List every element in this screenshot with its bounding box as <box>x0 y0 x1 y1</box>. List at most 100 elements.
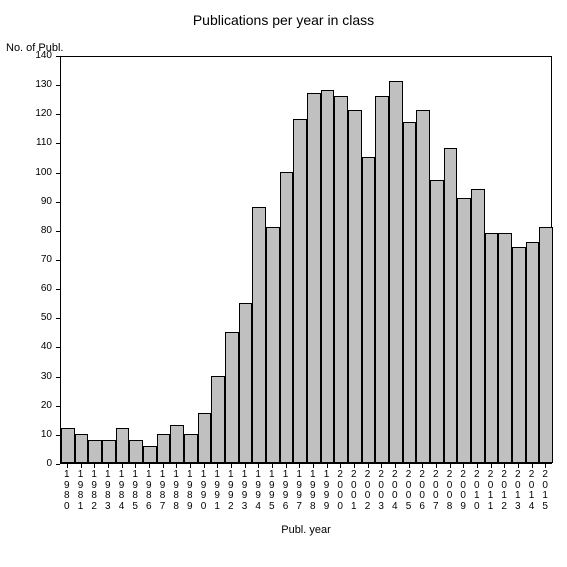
bar <box>184 434 198 463</box>
y-tick <box>56 114 60 115</box>
bar <box>485 233 499 463</box>
x-tick-label: 1 9 9 9 <box>320 470 334 512</box>
chart-title: Publications per year in class <box>0 12 567 28</box>
bar <box>75 434 89 463</box>
x-tick <box>286 464 287 468</box>
bar <box>225 332 239 463</box>
bar <box>362 157 376 463</box>
x-tick-label: 1 9 9 5 <box>265 470 279 512</box>
y-tick-label: 50 <box>22 312 52 323</box>
bar <box>403 122 417 463</box>
bar <box>334 96 348 463</box>
x-tick-label: 1 9 8 4 <box>115 470 129 512</box>
x-tick <box>135 464 136 468</box>
y-tick <box>56 202 60 203</box>
y-tick <box>56 260 60 261</box>
x-tick <box>190 464 191 468</box>
bar <box>498 233 512 463</box>
x-tick <box>122 464 123 468</box>
bar <box>293 119 307 463</box>
x-tick <box>217 464 218 468</box>
x-tick <box>94 464 95 468</box>
x-tick-label: 1 9 8 1 <box>74 470 88 512</box>
y-tick <box>56 56 60 57</box>
bar <box>266 227 280 463</box>
y-tick-label: 0 <box>22 458 52 469</box>
x-axis-label: Publ. year <box>60 524 552 536</box>
bar <box>526 242 540 463</box>
x-tick-label: 1 9 9 0 <box>197 470 211 512</box>
x-tick-label: 1 9 8 6 <box>142 470 156 512</box>
x-tick <box>368 464 369 468</box>
y-tick <box>56 143 60 144</box>
bar <box>129 440 143 463</box>
x-tick-label: 2 0 1 2 <box>497 470 511 512</box>
x-tick-label: 1 9 8 3 <box>101 470 115 512</box>
y-tick-label: 80 <box>22 225 52 236</box>
bar <box>512 247 526 463</box>
x-tick <box>477 464 478 468</box>
bar <box>102 440 116 463</box>
y-tick <box>56 347 60 348</box>
x-tick <box>204 464 205 468</box>
x-tick-label: 1 9 8 2 <box>87 470 101 512</box>
y-tick <box>56 435 60 436</box>
x-tick <box>67 464 68 468</box>
x-tick <box>491 464 492 468</box>
bar <box>348 110 362 463</box>
x-tick <box>231 464 232 468</box>
x-tick-label: 1 9 9 2 <box>224 470 238 512</box>
bar <box>375 96 389 463</box>
x-tick <box>463 464 464 468</box>
x-tick <box>436 464 437 468</box>
y-tick <box>56 406 60 407</box>
x-tick <box>545 464 546 468</box>
x-tick <box>450 464 451 468</box>
y-tick-label: 90 <box>22 196 52 207</box>
bar <box>61 428 75 463</box>
x-tick-label: 2 0 0 7 <box>429 470 443 512</box>
plot-area <box>60 56 552 464</box>
bar <box>444 148 458 463</box>
y-tick-label: 60 <box>22 283 52 294</box>
bar <box>416 110 430 463</box>
x-tick-label: 2 0 0 6 <box>415 470 429 512</box>
x-tick-label: 2 0 1 4 <box>525 470 539 512</box>
x-tick-label: 2 0 0 2 <box>361 470 375 512</box>
y-tick-label: 140 <box>22 50 52 61</box>
y-tick <box>56 173 60 174</box>
x-tick <box>532 464 533 468</box>
bar <box>389 81 403 463</box>
y-tick <box>56 318 60 319</box>
bar <box>211 376 225 463</box>
x-tick <box>313 464 314 468</box>
y-tick <box>56 231 60 232</box>
x-tick-label: 1 9 8 5 <box>128 470 142 512</box>
x-tick-label: 1 9 9 4 <box>251 470 265 512</box>
x-tick-label: 1 9 8 8 <box>169 470 183 512</box>
x-tick <box>327 464 328 468</box>
x-tick <box>163 464 164 468</box>
x-tick <box>422 464 423 468</box>
x-tick-label: 2 0 0 5 <box>402 470 416 512</box>
x-tick-label: 1 9 9 6 <box>279 470 293 512</box>
x-tick-label: 2 0 0 8 <box>443 470 457 512</box>
x-tick <box>108 464 109 468</box>
x-tick <box>176 464 177 468</box>
x-tick <box>149 464 150 468</box>
x-tick <box>518 464 519 468</box>
x-tick-label: 2 0 1 3 <box>511 470 525 512</box>
x-tick <box>395 464 396 468</box>
x-tick-label: 2 0 1 5 <box>538 470 552 512</box>
bar <box>143 446 157 463</box>
x-tick-label: 2 0 0 0 <box>333 470 347 512</box>
bar <box>198 413 212 463</box>
x-tick-label: 2 0 0 4 <box>388 470 402 512</box>
y-tick <box>56 289 60 290</box>
x-tick <box>258 464 259 468</box>
x-tick-label: 1 9 8 7 <box>156 470 170 512</box>
x-tick-label: 1 9 9 3 <box>238 470 252 512</box>
x-tick-label: 1 9 8 9 <box>183 470 197 512</box>
x-tick <box>299 464 300 468</box>
y-tick-label: 130 <box>22 79 52 90</box>
